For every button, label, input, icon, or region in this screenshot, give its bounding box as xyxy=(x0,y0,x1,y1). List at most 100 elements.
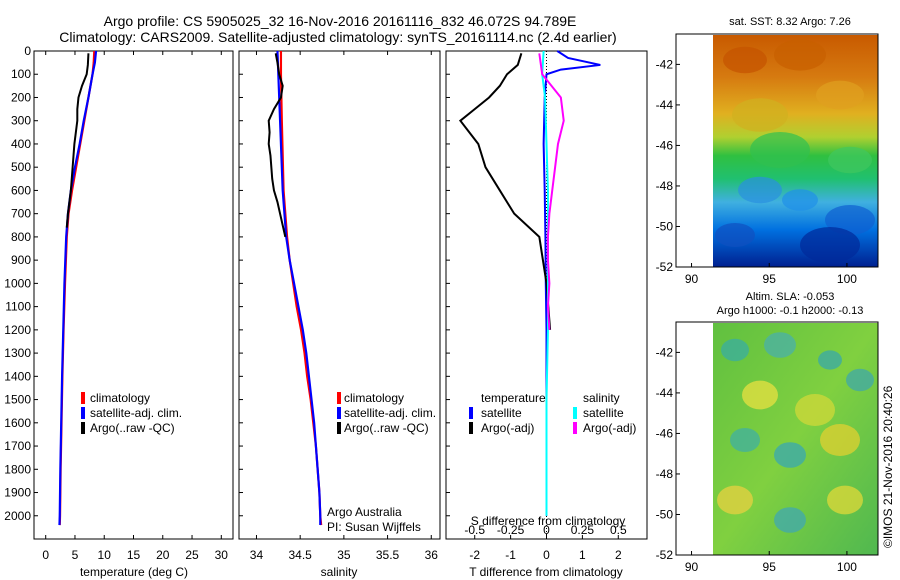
y-tick-label: 1400 xyxy=(4,369,31,383)
legend-label-satellite: satellite-adj. clim. xyxy=(90,406,182,420)
s-tick-label: -0.25 xyxy=(497,523,525,537)
difference-xlabel: T difference from climatology xyxy=(469,565,623,579)
legend-swatch-climatology xyxy=(81,392,85,404)
sla-map-title: Altim. SLA: -0.053 xyxy=(746,291,835,303)
y-tick-label: 500 xyxy=(11,160,31,174)
legend-label-argo: Argo(..raw -QC) xyxy=(344,421,429,435)
legend-label-argo: Argo(..raw -QC) xyxy=(90,421,175,435)
x-tick-label: 20 xyxy=(156,548,170,562)
y-tick-label: 600 xyxy=(11,183,31,197)
x-tick-label: 35.5 xyxy=(376,548,400,562)
legend-swatch-t-satellite xyxy=(469,407,473,419)
y-tick-label: 100 xyxy=(11,67,31,81)
map-y-tick-label: -48 xyxy=(656,179,674,193)
sst-blob xyxy=(723,46,767,74)
map-x-tick-label: 95 xyxy=(763,560,777,574)
salinity-plot-frame xyxy=(238,50,441,540)
title-line-2: Climatology: CARS2009. Satellite-adjuste… xyxy=(59,29,616,45)
y-tick-label: 2000 xyxy=(4,509,31,523)
y-tick-label: 1000 xyxy=(4,276,31,290)
x-tick-label: 34.5 xyxy=(288,548,312,562)
y-tick-label: 1900 xyxy=(4,486,31,500)
legend-label-climatology: climatology xyxy=(90,391,150,405)
sst-blob xyxy=(715,223,755,247)
y-tick-label: 200 xyxy=(11,90,31,104)
sst-blob xyxy=(732,98,788,132)
diff-line-t-satellite xyxy=(542,50,601,516)
sst-map-axes: 90 95 100 -42 -44 -46 -48 -50 -52 xyxy=(656,57,858,286)
legend-label-s-argo: Argo(-adj) xyxy=(583,421,636,435)
sla-blob xyxy=(774,507,806,533)
sla-map-axes: 90 95 100 -42 -44 -46 -48 -50 -52 xyxy=(656,345,858,574)
map-y-tick-label: -46 xyxy=(656,138,674,152)
temperature-xlabel: temperature (deg C) xyxy=(80,565,188,579)
annotation-pi: PI: Susan Wijffels xyxy=(327,520,421,534)
series-line-argo---raw--qc- xyxy=(65,53,90,228)
sla-blob xyxy=(846,368,874,392)
s-tick-label: 0 xyxy=(543,523,550,537)
legend-swatch-s-argo xyxy=(573,422,577,434)
difference-top-xlabel: S difference from climatology xyxy=(471,514,626,528)
legend-swatch-satellite xyxy=(81,407,85,419)
x-tick-label: 5 xyxy=(72,548,79,562)
sst-blob xyxy=(774,39,826,71)
sst-blob xyxy=(816,80,864,110)
sla-blob xyxy=(721,338,749,362)
legend-title-temperature: temperature xyxy=(481,391,546,405)
map-y-tick-label: -48 xyxy=(656,467,674,481)
x-tick-label: 2 xyxy=(615,548,622,562)
sst-blob xyxy=(800,227,860,263)
x-tick-label: 34 xyxy=(250,548,264,562)
x-tick-label: -1 xyxy=(505,548,516,562)
temperature-legend: climatology satellite-adj. clim. Argo(..… xyxy=(81,391,182,435)
y-tick-label: 0 xyxy=(24,44,31,58)
sla-blob xyxy=(742,380,778,410)
map-y-tick-label: -50 xyxy=(656,219,674,233)
y-tick-label: 800 xyxy=(11,230,31,244)
sla-blob xyxy=(820,424,860,456)
legend-swatch-argo xyxy=(81,422,85,434)
s-tick-label: 0.25 xyxy=(571,523,595,537)
y-tick-label: 1200 xyxy=(4,323,31,337)
legend-swatch-argo xyxy=(337,422,341,434)
diff-line-t-argo--adj- xyxy=(458,53,552,330)
series-line-climatology xyxy=(279,51,323,526)
sla-blob xyxy=(795,394,835,426)
sst-blob xyxy=(738,176,782,204)
map-x-tick-label: 90 xyxy=(685,272,699,286)
map-y-tick-label: -46 xyxy=(656,426,674,440)
sla-blob xyxy=(774,442,806,468)
title-line-1: Argo profile: CS 5905025_32 16-Nov-2016 … xyxy=(104,13,577,29)
map-y-tick-label: -44 xyxy=(656,386,674,400)
temperature-plot: 0 5 10 15 20 25 300100200300400500600700800900… xyxy=(4,44,228,562)
map-y-tick-label: -42 xyxy=(656,345,674,359)
legend-label-climatology: climatology xyxy=(344,391,404,405)
salinity-xlabel: salinity xyxy=(321,565,358,579)
series-line-satellite-adj--clim- xyxy=(276,50,322,526)
legend-swatch-climatology xyxy=(337,392,341,404)
y-tick-label: 400 xyxy=(11,137,31,151)
y-tick-label: 1100 xyxy=(5,300,31,314)
salinity-legend: climatology satellite-adj. clim. Argo(..… xyxy=(337,391,436,435)
y-tick-label: 300 xyxy=(11,114,31,128)
map-x-tick-label: 90 xyxy=(685,560,699,574)
sst-blob xyxy=(828,146,872,174)
x-tick-label: 36 xyxy=(425,548,439,562)
s-tick-label: -0.5 xyxy=(464,523,485,537)
map-x-tick-label: 100 xyxy=(837,272,857,286)
sst-blob xyxy=(825,205,875,235)
x-tick-label: 0 xyxy=(42,548,49,562)
annotation-argo-australia: Argo Australia xyxy=(327,505,402,519)
x-tick-label: 35 xyxy=(337,548,351,562)
legend-swatch-t-argo xyxy=(469,422,473,434)
legend-label-s-satellite: satellite xyxy=(583,406,624,420)
y-tick-label: 1800 xyxy=(4,462,31,476)
x-tick-label: 15 xyxy=(127,548,141,562)
map-y-tick-label: -42 xyxy=(656,57,674,71)
x-tick-label: 25 xyxy=(185,548,199,562)
difference-legend: temperature satellite Argo(-adj) salinit… xyxy=(469,391,636,435)
x-tick-label: 1 xyxy=(579,548,586,562)
y-tick-label: 1300 xyxy=(4,346,31,360)
y-tick-label: 1600 xyxy=(4,416,31,430)
